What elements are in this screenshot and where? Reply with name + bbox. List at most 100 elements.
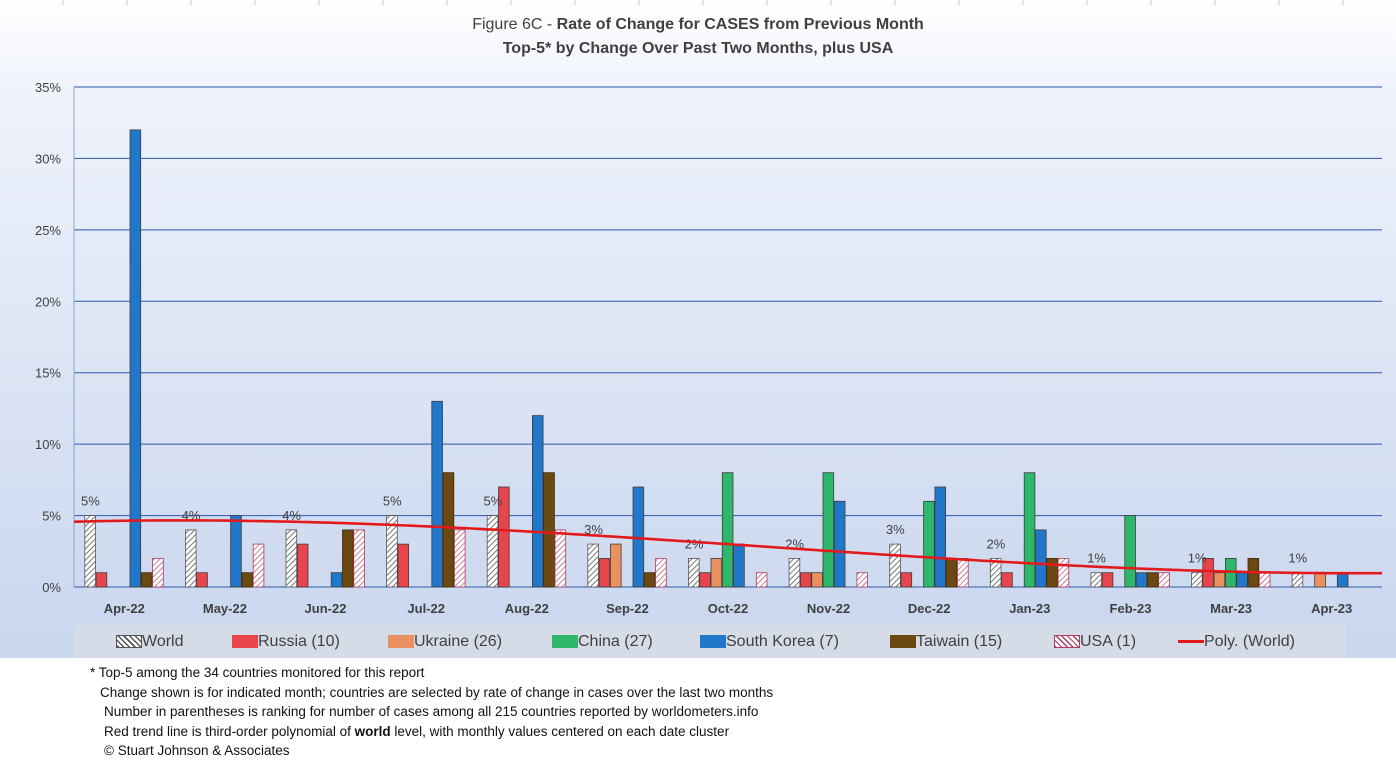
bar-usa (1258, 572, 1271, 588)
top-tick-marks (62, 0, 1344, 5)
bar-usa (856, 572, 869, 588)
bar-world (587, 543, 599, 588)
x-tick-label: Jan-23 (1009, 601, 1050, 616)
y-tick-label: 20% (35, 294, 61, 309)
bar-ukraine (811, 572, 823, 588)
legend-swatch-ukraine (388, 635, 414, 648)
bar-ukraine (1213, 572, 1226, 588)
bar-world (486, 515, 499, 588)
footnote-1: * Top-5 among the 34 countries monitored… (90, 665, 425, 680)
bar-taiwain (945, 558, 958, 588)
title-main: Rate of Change for CASES from Previous M… (556, 16, 924, 33)
x-tick-label: May-22 (203, 601, 247, 616)
bar-taiwain (1147, 572, 1159, 588)
bar-world (989, 558, 1002, 588)
bar-taiwain (342, 529, 354, 588)
x-tick-label: Apr-22 (104, 601, 145, 616)
legend-swatch-russia (232, 635, 258, 648)
bar-world (889, 543, 901, 588)
footnote-2: Change shown is for indicated month; cou… (100, 685, 774, 700)
bar-russia (95, 572, 108, 588)
bar-south (431, 400, 443, 588)
bar-world (285, 529, 298, 588)
bar-russia (397, 543, 409, 588)
y-tick-label: 15% (35, 366, 61, 381)
trendline-path (73, 519, 1382, 575)
legend-label: South Korea (7) (726, 632, 839, 650)
x-tick-label: Dec-22 (908, 601, 951, 616)
bar-taiwain (241, 572, 253, 588)
legend-swatch-china (552, 635, 578, 648)
bar-south (733, 543, 745, 588)
data-label: 5% (383, 494, 402, 509)
x-tick-label: Oct-22 (708, 601, 748, 616)
legend-label: Taiwain (15) (916, 632, 1003, 650)
bar-ukraine (610, 543, 622, 588)
bar-ukraine (710, 558, 723, 588)
bar-china (1023, 472, 1036, 588)
footnote-4-pre: Red trend line is third-order polynomial… (104, 724, 355, 739)
data-label: 1% (1288, 551, 1307, 566)
legend-swatch-south-korea (700, 635, 726, 648)
bar-world (386, 515, 398, 588)
bar-south (1336, 572, 1349, 588)
legend-swatch-taiwain (890, 635, 916, 648)
bar-russia (598, 558, 611, 588)
x-tick-label: Feb-23 (1110, 601, 1152, 616)
bar-russia (296, 543, 309, 588)
bar-south (934, 486, 947, 588)
chart-subtitle: Top-5* by Change Over Past Two Months, p… (502, 40, 894, 57)
legend-label: World (142, 632, 184, 650)
bar-russia (1101, 572, 1114, 588)
bar-china (923, 500, 935, 588)
data-label: 2% (987, 536, 1006, 551)
y-tick-label: 25% (35, 223, 61, 238)
footnote-5: © Stuart Johnson & Associates (104, 743, 290, 758)
legend-item-poly-world: Poly. (World) (1178, 625, 1295, 658)
bar-usa (353, 529, 365, 588)
data-label: 5% (484, 494, 503, 509)
x-tick-label: Jun-22 (305, 601, 347, 616)
legend-item-russia: Russia (10) (232, 625, 340, 658)
bar-south (230, 515, 242, 588)
bar-russia (900, 572, 913, 588)
x-tick-label: Mar-23 (1210, 601, 1252, 616)
bar-russia (196, 572, 208, 588)
data-labels: 5%4% 4%5% 5%3%2% 2%3%2%1% 1% 1% (81, 494, 1308, 566)
y-tick-label: 35% (35, 80, 61, 95)
data-label: 3% (886, 522, 905, 537)
bar-world (688, 558, 700, 588)
bar-taiwain (643, 572, 656, 588)
legend-swatch-trendline (1178, 640, 1204, 643)
legend-swatch-usa (1054, 635, 1080, 648)
bar-usa (252, 543, 265, 588)
bar-china (1124, 515, 1136, 588)
bar-usa (453, 529, 466, 588)
legend-item-south-korea: South Korea (7) (700, 625, 839, 658)
bar-usa (1158, 572, 1170, 588)
bar-south (532, 415, 544, 588)
plot: 0%5%10%15%20%25%30%35% 5%4% 4%5% 5%3%2% 2%3… (35, 80, 1382, 616)
footnote-4-bold: world (354, 724, 391, 739)
chart-area: Figure 6C - Rate of Change for CASES fro… (0, 0, 1396, 658)
y-tick-label: 0% (42, 580, 61, 595)
bar-taiwain (1046, 558, 1058, 588)
bar-usa (554, 529, 567, 588)
title-prefix: Figure 6C - (472, 16, 553, 33)
legend-item-china: China (27) (552, 625, 653, 658)
legend-label: USA (1) (1080, 632, 1137, 650)
bar-taiwain (543, 472, 555, 588)
legend-label: Russia (10) (258, 632, 340, 650)
x-tick-label: Nov-22 (807, 601, 850, 616)
footnote-4: Red trend line is third-order polynomial… (104, 724, 729, 739)
x-tick-label: Jul-22 (407, 601, 445, 616)
x-tick-label: Aug-22 (505, 601, 549, 616)
bar-south (1236, 572, 1248, 588)
bar-ukraine (1314, 572, 1326, 588)
y-tick-label: 10% (35, 437, 61, 452)
legend-label: Ukraine (26) (414, 632, 503, 650)
bar-taiwain (442, 472, 455, 588)
legend-label: China (27) (578, 632, 653, 650)
legend-item-taiwain: Taiwain (15) (890, 625, 1002, 658)
legend-label: Poly. (World) (1204, 632, 1295, 650)
